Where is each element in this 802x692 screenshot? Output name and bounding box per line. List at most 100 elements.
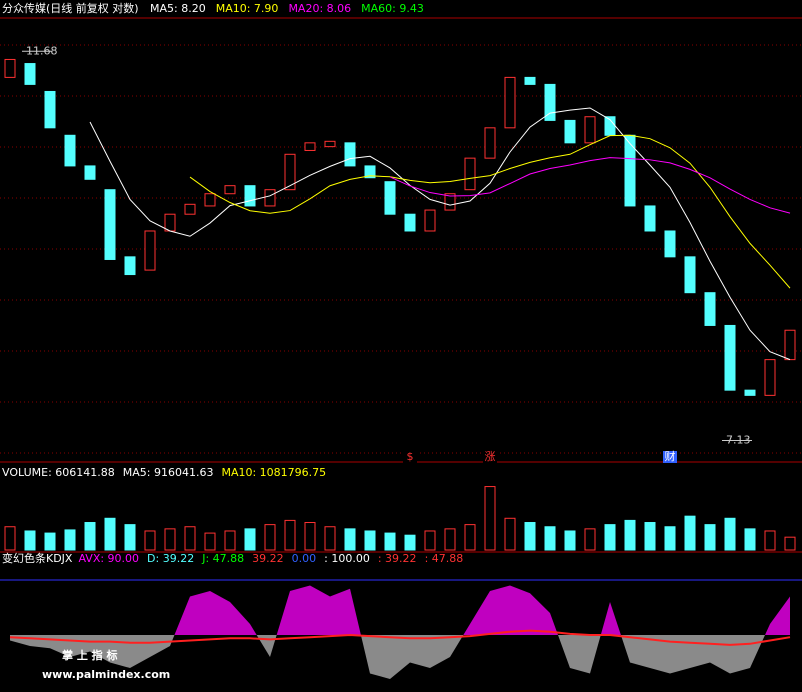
volume-bar [584,528,596,551]
kdj-legend: AVX: 90.00 [78,552,139,565]
volume-bar [144,530,156,551]
volume-bar [764,530,776,551]
candle-body [264,189,276,207]
volume-bar [164,528,176,551]
volume-bar [784,536,796,551]
candle-body [724,324,736,391]
kdj-title: 变幻色条KDJX [2,551,73,565]
candle-body [524,76,536,85]
volume-bar [344,528,356,551]
legend-entry: MA20: 8.06 [288,2,351,15]
volume-bar [704,524,716,551]
annotation: 11.68 [26,44,58,57]
volume-bar [64,529,76,551]
candle-body [484,127,496,159]
legend-entry: MA10: 7.90 [216,2,279,15]
kdj-legend: 0.00 [292,552,317,565]
candle-body [764,359,776,396]
candle-body [544,83,556,121]
volume-bar [84,522,96,551]
candle-body [324,140,336,148]
volume-bar [384,532,396,551]
volume-bar [524,522,536,551]
candle-body [124,256,136,276]
candle-body [104,189,116,260]
candle-body [784,329,796,361]
marker-bg [403,451,417,463]
kdj-legend: D: 39.22 [147,552,194,565]
volume-bar [464,524,476,551]
watermark: 掌 上 指 标 [62,648,118,662]
volume-bar [264,524,276,551]
candle-body [244,185,256,207]
candle-body [84,165,96,180]
volume-bar [504,517,516,551]
candle-body [384,181,396,215]
candle-body [64,134,76,167]
marker: $ [407,450,414,463]
volume-bar [204,532,216,551]
kdj-legend: : 100.00 [324,552,370,565]
moving-average [89,107,791,361]
legend-entry: MA60: 9.43 [361,2,424,15]
candle-body [744,389,756,396]
kdj-d-line [9,629,791,646]
candle-body [164,213,176,232]
kdj-legend: : 47.88 [425,552,464,565]
volume-bar [4,526,16,551]
volume-bar [224,530,236,551]
marker: 财 [665,449,676,463]
volume-bar [364,530,376,551]
candle-body [664,230,676,258]
candle-body [284,153,296,191]
volume-bar [184,526,196,551]
chart-title: 分众传媒(日线 前复权 对数) [2,1,139,15]
volume-legend: VOLUME: 606141.88 [2,466,115,479]
volume-bar [124,524,136,551]
candle-body [364,165,376,179]
candle-body [24,63,36,85]
candle-body [404,213,416,232]
volume-bar [324,526,336,551]
candle-body [644,205,656,232]
candle-body [204,193,216,207]
volume-bar [24,530,36,551]
kdj-area-down [10,635,790,679]
volume-bar [44,532,56,551]
kdj-legend: J: 47.88 [201,552,244,565]
volume-bar [744,528,756,551]
candle-body [304,142,316,151]
volume-bar [484,486,496,551]
moving-average [189,134,791,289]
volume-bar [404,534,416,551]
marker-bg [483,451,497,463]
candle-body [704,292,716,326]
kdj-legend: : 39.22 [378,552,417,565]
candle-body [504,76,516,129]
volume-bar [424,530,436,551]
watermark: www.palmindex.com [42,668,170,681]
volume-bar [664,526,676,551]
candle-body [684,256,696,294]
volume-bar [644,522,656,551]
volume-bar [444,528,456,551]
candle-body [144,230,156,271]
volume-bar [604,524,616,551]
volume-bar [304,522,316,551]
candle-body [224,185,236,195]
annotation: 7.13 [726,433,751,446]
volume-bar [284,519,296,551]
volume-bar [104,517,116,551]
candle-body [184,203,196,215]
candle-body [584,116,596,144]
candle-body [624,134,636,207]
moving-average [389,157,791,214]
volume-bar [244,528,256,551]
candle-body [344,142,356,167]
candle-body [564,119,576,144]
volume-legend: MA5: 916041.63 [123,466,214,479]
volume-bar [564,530,576,551]
marker-bg [663,451,677,463]
volume-bar [724,517,736,551]
